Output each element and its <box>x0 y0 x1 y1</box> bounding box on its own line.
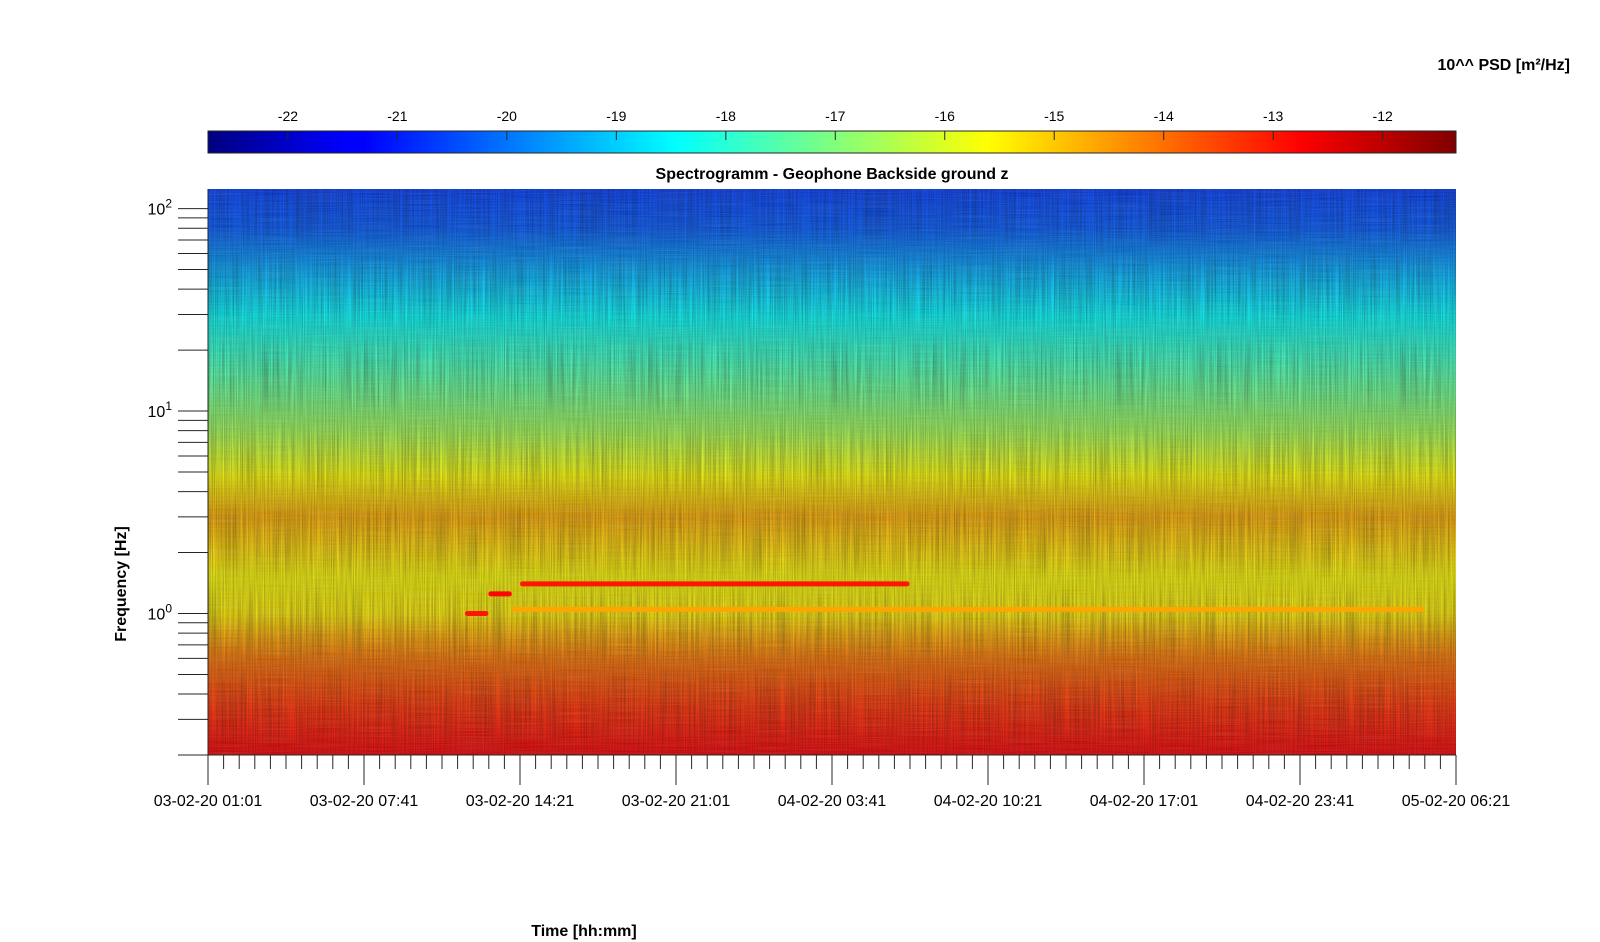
y-axis-title: Frequency [Hz] <box>113 526 130 642</box>
colorbar-label: 10^^ PSD [m²/Hz] <box>1438 57 1570 74</box>
colorbar-tick-label: -12 <box>1373 108 1393 124</box>
y-tick-label: 101 <box>148 399 173 421</box>
colorbar-tick-label: -13 <box>1263 108 1283 124</box>
x-tick-label: 03-02-20 14:21 <box>466 793 575 810</box>
x-axis-title: Time [hh:mm] <box>531 923 636 940</box>
colorbar-tick-label: -14 <box>1154 108 1174 124</box>
spectral-line <box>465 611 489 616</box>
colorbar: 10^^ PSD [m²/Hz] -22 -21 -20 -19 -18 -17 -16 -1… <box>207 57 1570 154</box>
x-tick-label: 04-02-20 10:21 <box>934 793 1043 810</box>
x-axis: 03-02-20 01:01 03-02-20 07:41 03-02-20 14:… <box>154 754 1511 810</box>
colorbar-tick-label: -16 <box>935 108 955 124</box>
colorbar-tick-label: -15 <box>1044 108 1064 124</box>
spectral-line <box>511 606 1425 612</box>
x-tick-label: 04-02-20 03:41 <box>778 793 887 810</box>
y-tick-label: 102 <box>148 197 173 219</box>
colorbar-tick-label: -21 <box>387 108 407 124</box>
colorbar-gradient <box>207 130 1457 154</box>
colorbar-tick-label: -17 <box>825 108 845 124</box>
x-tick-label: 03-02-20 07:41 <box>310 793 419 810</box>
colorbar-tick-label: -20 <box>497 108 517 124</box>
chart-title: Spectrogramm - Geophone Backside ground … <box>656 166 1009 183</box>
y-axis: 100 101 102 <box>148 189 209 756</box>
x-tick-label: 05-02-20 06:21 <box>1402 793 1511 810</box>
x-tick-label: 04-02-20 17:01 <box>1090 793 1199 810</box>
colorbar-ticks: -22 -21 -20 -19 -18 -17 -16 -15 -14 -13 -12 <box>278 108 1393 140</box>
colorbar-tick-label: -18 <box>716 108 736 124</box>
y-tick-label: 100 <box>148 602 173 624</box>
x-tick-label: 03-02-20 01:01 <box>154 793 263 810</box>
x-tick-label: 03-02-20 21:01 <box>622 793 731 810</box>
spectral-line <box>488 591 512 597</box>
colorbar-tick-label: -22 <box>278 108 298 124</box>
spectrogram-image <box>208 189 1456 755</box>
spectral-features <box>465 581 1425 616</box>
spectral-line <box>520 581 910 587</box>
colorbar-tick-label: -19 <box>606 108 626 124</box>
x-tick-label: 04-02-20 23:41 <box>1246 793 1355 810</box>
